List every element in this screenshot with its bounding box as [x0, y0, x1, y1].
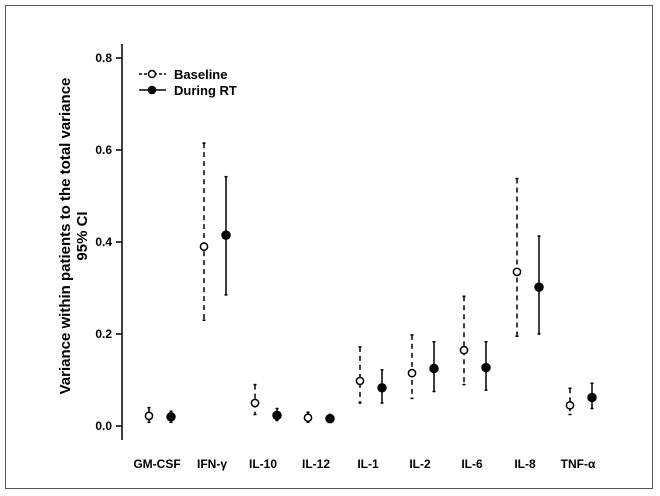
x-tick-label: IFN-γ	[197, 457, 227, 471]
legend: Baseline During RT	[139, 67, 237, 98]
y-tick-label: 0.6	[95, 143, 112, 157]
data-point	[355, 376, 365, 386]
data-point	[325, 413, 335, 424]
series-baseline	[144, 142, 575, 424]
data-point	[250, 398, 260, 408]
legend-baseline-label: Baseline	[174, 67, 227, 82]
y-axis: 0.0 0.2 0.4 0.6 0.8	[95, 44, 123, 440]
legend-during-rt-label: During RT	[174, 83, 237, 98]
series-during-rt	[166, 175, 597, 424]
data-point	[512, 267, 522, 277]
x-axis: GM-CSF IFN-γ IL-10 IL-12 IL-1 IL-2 IL-6 IL-8 TNF…	[133, 457, 596, 471]
legend-during-rt-marker	[147, 85, 157, 95]
x-tick-label: IL-8	[514, 457, 536, 471]
x-tick-label: IL-1	[357, 457, 379, 471]
x-tick-label: IL-12	[302, 457, 330, 471]
x-tick-label: IL-2	[409, 457, 431, 471]
data-point	[481, 362, 491, 373]
y-tick-label: 0.0	[95, 419, 112, 433]
data-point	[272, 410, 282, 421]
data-point	[565, 400, 575, 410]
data-point	[303, 413, 313, 423]
data-point	[534, 282, 544, 292]
y-tick-label: 0.2	[95, 327, 112, 341]
data-point	[407, 368, 417, 378]
legend-baseline-marker	[147, 69, 157, 79]
y-axis-label: Variance within patients to the total va…	[57, 78, 91, 395]
plot-area	[144, 142, 597, 424]
data-point	[144, 411, 154, 421]
data-point	[166, 412, 176, 422]
y-tick-label: 0.4	[95, 235, 112, 249]
x-tick-label: IL-6	[461, 457, 483, 471]
x-tick-label: GM-CSF	[133, 457, 180, 471]
data-point	[377, 383, 387, 393]
data-point	[429, 363, 439, 374]
y-axis-label-line1: Variance within patients to the total va…	[57, 78, 74, 395]
data-point	[199, 242, 209, 251]
data-point	[587, 392, 597, 403]
x-tick-label: TNF-α	[561, 457, 596, 471]
y-axis-label-line2: 95% CI	[74, 211, 91, 260]
figure-frame	[5, 5, 653, 489]
data-point	[459, 345, 469, 355]
data-point	[221, 230, 231, 240]
y-tick-label: 0.8	[95, 51, 112, 65]
x-tick-label: IL-10	[249, 457, 277, 471]
